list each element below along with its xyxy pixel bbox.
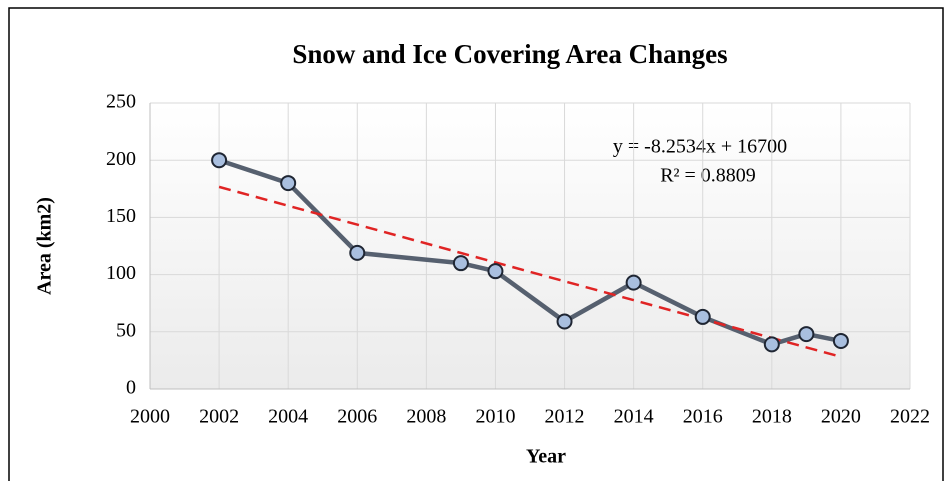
data-point <box>556 313 573 330</box>
trendline-equation: y = -8.2534x + 16700 <box>613 136 787 158</box>
data-point <box>763 336 780 353</box>
x-tick-label: 2014 <box>614 406 654 428</box>
x-tick-label: 2020 <box>821 406 861 428</box>
data-point <box>694 308 711 325</box>
y-tick-label: 200 <box>106 148 136 170</box>
x-tick-label: 2012 <box>545 406 585 428</box>
x-tick-label: 2002 <box>199 406 239 428</box>
x-tick-label: 2004 <box>268 406 308 428</box>
x-tick-label: 2016 <box>683 406 723 428</box>
data-point <box>832 332 849 349</box>
x-axis-label: Year <box>526 446 566 468</box>
y-tick-label: 250 <box>106 91 136 113</box>
y-axis-label: Area (km2) <box>34 197 56 295</box>
chart-title: Snow and Ice Covering Area Changes <box>292 39 727 69</box>
x-tick-label: 2000 <box>130 406 170 428</box>
y-tick-label: 0 <box>126 377 136 399</box>
plot-area <box>150 103 910 389</box>
data-point <box>211 152 228 169</box>
data-point <box>487 263 504 280</box>
x-tick-label: 2008 <box>406 406 446 428</box>
data-point <box>452 255 469 272</box>
data-point <box>349 244 366 261</box>
data-point <box>625 274 642 291</box>
data-point <box>280 175 297 192</box>
y-tick-label: 50 <box>116 319 136 341</box>
data-point <box>798 326 815 343</box>
y-tick-label: 150 <box>106 205 136 227</box>
x-tick-label: 2022 <box>890 406 930 428</box>
y-tick-label: 100 <box>106 262 136 284</box>
x-tick-label: 2018 <box>752 406 792 428</box>
trendline <box>218 185 842 359</box>
x-tick-label: 2010 <box>475 406 515 428</box>
x-tick-label: 2006 <box>337 406 377 428</box>
trendline-r-squared: R² = 0.8809 <box>660 165 756 187</box>
